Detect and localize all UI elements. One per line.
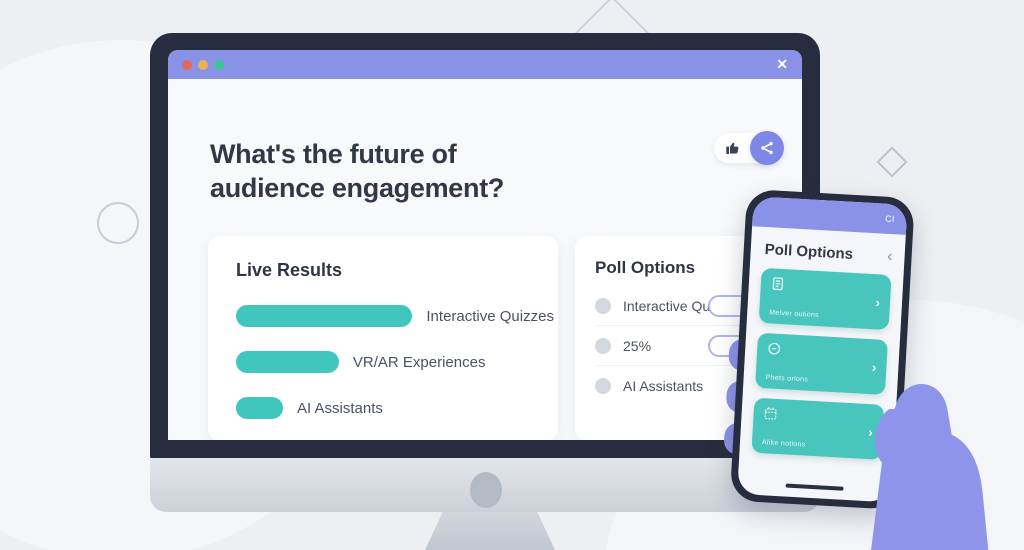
monitor-logo-dot xyxy=(470,472,502,508)
hand-holding-phone: Cl Poll Options ‹ Melver outions › xyxy=(719,188,989,550)
result-bar xyxy=(236,397,284,419)
circle-outline-decoration xyxy=(97,202,139,244)
share-icon xyxy=(761,141,773,155)
poll-option-button-label: Phets orlons xyxy=(765,374,809,384)
poll-options-title: Poll Options xyxy=(595,258,696,277)
phone-page-title: Poll Options xyxy=(764,241,854,263)
thumbs-up-icon xyxy=(726,142,739,154)
calendar-icon xyxy=(764,407,777,420)
result-bar-row: VR/AR Experiences xyxy=(236,351,530,373)
chevron-right-icon: › xyxy=(875,294,881,310)
poll-option-button[interactable]: Phets orlons › xyxy=(755,332,888,395)
traffic-light-minimize[interactable] xyxy=(198,59,208,70)
poll-option-button[interactable]: Alike notions › xyxy=(751,397,885,460)
reaction-buttons xyxy=(714,131,784,165)
traffic-light-close[interactable] xyxy=(182,59,192,70)
result-bar-row: Interactive Quizzes xyxy=(236,305,554,327)
result-bar-label: VR/AR Experiences xyxy=(352,353,486,371)
share-button[interactable] xyxy=(750,131,784,165)
poll-option-row[interactable]: AI Assistants xyxy=(595,366,750,406)
result-bar-label: Interactive Quizzes xyxy=(426,307,554,325)
document-icon xyxy=(772,277,784,291)
poll-option-label: 25% xyxy=(623,337,652,354)
live-results-title: Live Results xyxy=(236,260,343,280)
poll-option-row[interactable]: Interactive Quizzes xyxy=(595,286,752,326)
poll-option-label: AI Assistants xyxy=(623,378,704,394)
home-indicator xyxy=(785,483,844,491)
status-text: Cl xyxy=(884,213,895,225)
radio-button[interactable] xyxy=(595,378,611,394)
live-results-card: Live Results Interactive Quizzes VR/AR E… xyxy=(208,236,558,440)
poll-page: What's the future of audience engagement… xyxy=(168,79,802,440)
back-chevron-icon[interactable]: ‹ xyxy=(886,247,894,265)
close-icon[interactable]: ✕ xyxy=(776,56,788,72)
browser-title-bar: ✕ xyxy=(168,50,802,79)
result-bar xyxy=(236,351,339,373)
diamond-outline-decoration xyxy=(876,146,908,178)
monitor-stand xyxy=(425,511,555,550)
clock-icon xyxy=(768,342,781,355)
result-bar xyxy=(236,305,413,327)
browser-window: ✕ What's the future of audience engageme… xyxy=(168,50,802,440)
phone-screen: Cl Poll Options ‹ Melver outions › xyxy=(737,196,908,503)
page-title: What's the future of audience engagement… xyxy=(210,139,505,203)
hand-palm xyxy=(867,384,989,550)
smartphone: Cl Poll Options ‹ Melver outions › xyxy=(729,188,915,510)
poll-option-button-label: Melver outions xyxy=(769,309,820,320)
poll-option-button-label: Alike notions xyxy=(761,439,806,449)
result-bar-row: AI Assistants xyxy=(236,397,530,419)
traffic-light-maximize[interactable] xyxy=(214,59,224,70)
radio-button[interactable] xyxy=(595,297,611,314)
radio-button[interactable] xyxy=(595,337,611,354)
poll-option-button[interactable]: Melver outions › xyxy=(758,267,892,331)
result-bar-label: AI Assistants xyxy=(297,399,383,417)
